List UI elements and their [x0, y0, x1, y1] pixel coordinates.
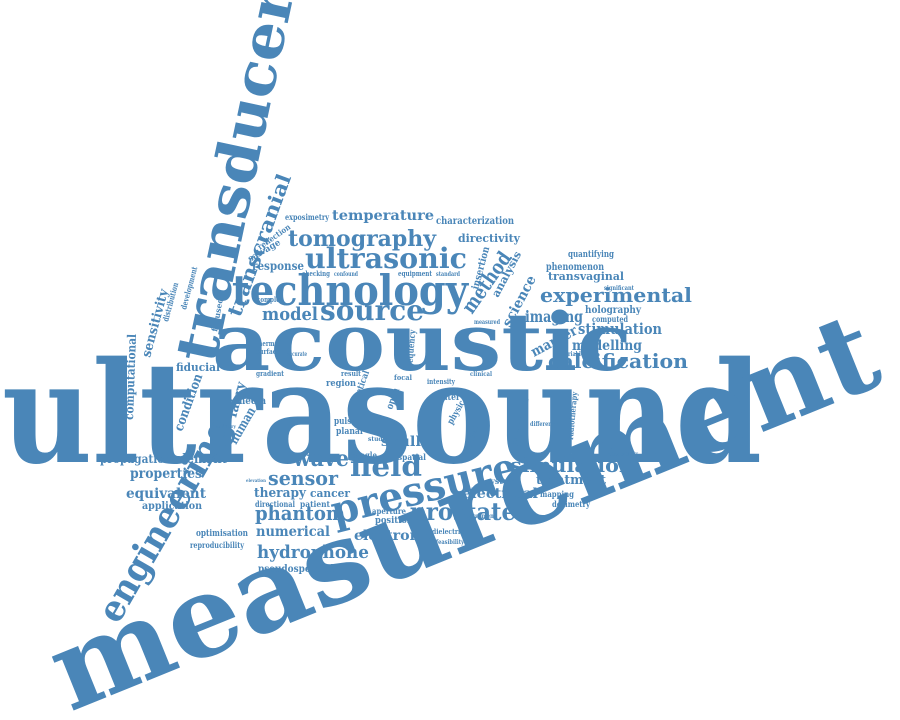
word-equivalent: equivalent — [126, 486, 207, 502]
word-repeatability: repeatability — [606, 451, 638, 458]
word-auditory: auditory — [216, 424, 237, 430]
word-holography: holography — [585, 305, 642, 316]
word-optimisation: optimisation — [196, 529, 248, 539]
word-feasibility: feasibility — [436, 539, 464, 546]
word-therapy: therapy — [254, 486, 306, 501]
word-study: study — [368, 436, 386, 443]
word-source: source — [320, 294, 424, 327]
word-thermal: thermal — [256, 339, 280, 348]
word-spatial: spatial — [398, 452, 426, 462]
word-agreement: agreement — [466, 513, 496, 520]
word-measured: measured — [474, 319, 501, 326]
word-sensor: sensor — [268, 466, 338, 490]
word-difference: difference — [530, 421, 558, 428]
word-single: single — [353, 450, 377, 460]
word-skull: skull — [381, 434, 421, 450]
word-model: model — [262, 304, 318, 325]
word-numerical: numerical — [256, 524, 330, 540]
word-quantifying: quantifying — [568, 250, 615, 260]
word-region: region — [326, 379, 356, 389]
word-technology: technology — [232, 266, 469, 315]
word-temperature: temperature — [332, 208, 434, 224]
word-ultrasound: ultrasound — [2, 332, 762, 496]
word-element: element — [175, 452, 227, 467]
word-application: application — [142, 501, 203, 512]
word-water: water — [435, 393, 460, 403]
word-electrical: electrical — [462, 486, 538, 502]
word-pulse: pulse — [334, 417, 356, 427]
word-ultrasonic: ultrasonic — [305, 242, 467, 275]
word-radiotherapy: radiotherapy — [565, 391, 579, 440]
word-dosimetry: dosimetry — [552, 499, 590, 509]
word-equipment: equipment — [398, 269, 433, 278]
word-hydrophone: hydrophone — [257, 542, 369, 563]
word-dielectric: dielectric — [432, 527, 464, 536]
word-system: system — [486, 476, 517, 486]
word-stimulation: stimulation — [578, 320, 662, 338]
word-calcification: calcification — [548, 349, 688, 373]
word-prostate: prostate — [410, 497, 516, 526]
word-accurate: accurate — [287, 351, 307, 358]
word-computed: computed — [592, 314, 628, 324]
word-mapping: mapping — [540, 489, 574, 499]
word-checking: checking — [302, 269, 330, 278]
word-aperture: aperture — [372, 506, 406, 516]
word-characterization: characterization — [436, 216, 515, 227]
word-tomography: tomography — [288, 226, 437, 252]
word-patient: patient — [300, 499, 330, 509]
word-confound: confound — [334, 271, 359, 278]
word-directional: directional — [255, 499, 295, 509]
word-pseudospectral: pseudospectral — [258, 564, 334, 575]
word-planar: planar — [336, 427, 364, 437]
word-acoustic: acoustic — [212, 295, 632, 389]
word-gradient: gradient — [256, 369, 285, 378]
word-phantom: phantom — [255, 501, 345, 525]
word-simulation: simulation — [510, 453, 634, 477]
word-transvaginal: transvaginal — [548, 270, 624, 283]
word-wave: wave — [292, 446, 349, 472]
word-directivity: directivity — [458, 232, 521, 245]
word-variable: variable — [561, 351, 584, 358]
word-clinical: clinical — [470, 371, 493, 378]
word-significant: significant — [604, 285, 634, 292]
word-computational: computational — [122, 333, 139, 420]
word-phenomenon: phenomenon — [546, 262, 605, 273]
word-frequency: frequency — [405, 329, 419, 370]
word-complex: complex — [257, 295, 284, 304]
word-propagation: propagation — [100, 452, 172, 466]
word-treatment: treatment — [536, 473, 606, 488]
word-electronic: electronic — [354, 528, 434, 544]
word-media: media — [236, 396, 266, 407]
word-focal: focal — [394, 373, 412, 382]
word-experimental: experimental — [540, 283, 692, 307]
word-fiducial: fiducial — [176, 361, 220, 374]
word-exposimetry: exposimetry — [285, 212, 329, 222]
word-standard: standard — [436, 271, 461, 278]
word-field: field — [350, 450, 422, 483]
word-cancer: cancer — [310, 487, 350, 500]
word-surface: surface — [256, 347, 280, 356]
word-modelling: modelling — [572, 338, 642, 354]
word-elevation: elevation — [246, 478, 266, 484]
word-intensity: intensity — [427, 377, 456, 386]
word-properties: properties — [130, 466, 202, 482]
word-position: position — [375, 516, 413, 526]
word-result: result — [341, 369, 362, 378]
word-response: response — [252, 259, 304, 273]
word-reproducibility: reproducibility — [190, 540, 244, 550]
word-imaging: imaging — [525, 307, 583, 326]
